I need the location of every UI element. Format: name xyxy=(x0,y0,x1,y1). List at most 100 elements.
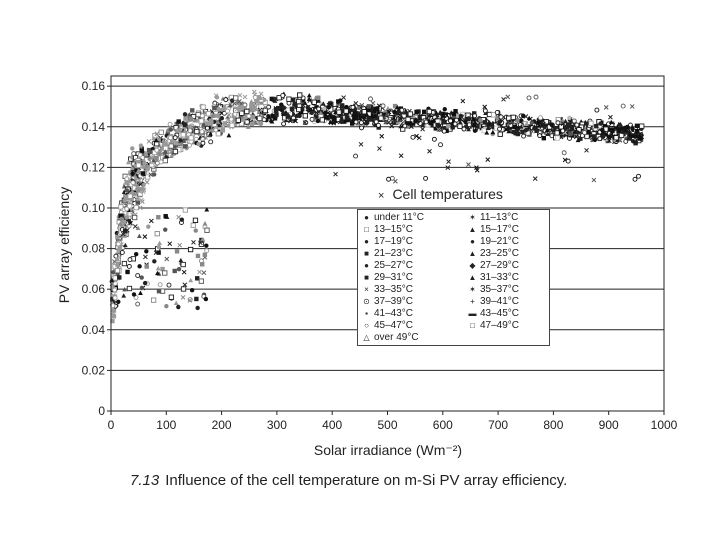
data-point xyxy=(145,174,151,180)
data-point xyxy=(181,269,187,275)
data-point xyxy=(134,185,140,190)
data-point xyxy=(466,162,471,167)
data-point xyxy=(408,121,413,126)
data-point xyxy=(135,225,141,231)
data-point xyxy=(188,116,193,122)
data-point xyxy=(427,148,432,154)
data-point xyxy=(168,143,174,149)
data-point xyxy=(155,270,160,276)
x-ticks: 0 100 200 300 400 500 600 700 800 900 1000 xyxy=(108,411,678,432)
data-point xyxy=(138,290,143,295)
data-point xyxy=(506,120,511,125)
legend-symbol: ▲ xyxy=(468,249,477,258)
data-point xyxy=(162,157,168,164)
data-point xyxy=(217,101,222,107)
data-point xyxy=(361,109,367,115)
data-point xyxy=(126,263,132,269)
data-point xyxy=(331,120,337,126)
data-point xyxy=(293,118,298,124)
data-point xyxy=(307,98,313,103)
data-point xyxy=(632,176,638,182)
data-point xyxy=(634,123,640,129)
data-point xyxy=(344,115,350,120)
data-point xyxy=(191,125,197,130)
data-point xyxy=(485,125,491,131)
data-point xyxy=(146,138,152,144)
data-point xyxy=(192,217,199,223)
legend-label: 21–23°C xyxy=(374,248,414,259)
data-point xyxy=(180,132,186,138)
data-point xyxy=(130,180,136,186)
data-point xyxy=(182,144,188,149)
x-tick-label: 200 xyxy=(212,418,232,432)
data-point xyxy=(375,106,380,111)
data-point xyxy=(474,165,479,170)
y-axis-label: PV array efficiency xyxy=(56,187,72,303)
data-point xyxy=(188,135,194,141)
legend-item: △ over 49°C xyxy=(362,332,468,344)
data-point xyxy=(252,94,258,100)
data-point xyxy=(474,167,480,173)
data-point xyxy=(555,120,561,126)
data-point xyxy=(515,131,521,137)
data-point xyxy=(179,141,184,147)
data-point xyxy=(291,115,296,121)
data-point xyxy=(237,107,242,113)
legend-symbol: ● xyxy=(364,261,369,270)
data-point xyxy=(453,109,458,114)
data-point xyxy=(311,99,317,105)
data-point xyxy=(131,292,137,297)
data-point xyxy=(622,127,628,133)
data-point xyxy=(110,297,115,302)
data-point xyxy=(205,111,212,117)
data-point xyxy=(274,112,279,117)
data-point xyxy=(616,121,622,127)
data-point xyxy=(204,227,210,233)
data-point xyxy=(125,269,130,275)
data-point xyxy=(519,118,524,123)
data-point xyxy=(567,135,572,141)
legend-label: 47–49°C xyxy=(480,320,520,331)
data-point xyxy=(494,110,500,115)
y-tick-label: 0.02 xyxy=(82,363,106,377)
data-point xyxy=(438,142,443,148)
data-point xyxy=(172,148,179,155)
data-point xyxy=(130,146,135,151)
data-point xyxy=(226,132,232,138)
data-point xyxy=(156,244,162,250)
data-point xyxy=(538,115,543,121)
data-point xyxy=(497,131,503,137)
data-point xyxy=(410,114,416,120)
data-point xyxy=(472,122,477,128)
data-point xyxy=(215,131,221,137)
data-point xyxy=(345,117,350,123)
data-point xyxy=(156,289,162,294)
data-point xyxy=(239,110,245,116)
data-point xyxy=(272,116,278,121)
data-point xyxy=(250,114,255,120)
data-point xyxy=(575,130,580,135)
data-point xyxy=(220,128,226,133)
data-point xyxy=(128,220,133,226)
data-point xyxy=(135,301,141,307)
data-point xyxy=(392,109,397,115)
legend-symbol: □ xyxy=(364,225,369,234)
data-point xyxy=(417,115,423,120)
data-point xyxy=(110,310,116,315)
data-point xyxy=(121,219,127,225)
data-point xyxy=(139,187,144,192)
data-point xyxy=(242,94,248,100)
data-point xyxy=(568,131,573,136)
data-point xyxy=(379,133,385,139)
legend-grid: ● under 11°C ✶ 11–13°C □ 13–15°C ▲ 15–17°C ● 17–1… xyxy=(362,212,548,344)
data-point xyxy=(571,118,577,124)
data-point xyxy=(272,98,278,103)
data-point xyxy=(130,171,135,177)
data-point xyxy=(172,135,178,141)
data-point xyxy=(515,128,520,133)
data-point xyxy=(292,101,297,107)
data-point xyxy=(606,138,612,144)
data-point xyxy=(402,110,408,115)
legend-label: 35–37°C xyxy=(480,284,520,295)
data-point xyxy=(416,135,422,141)
